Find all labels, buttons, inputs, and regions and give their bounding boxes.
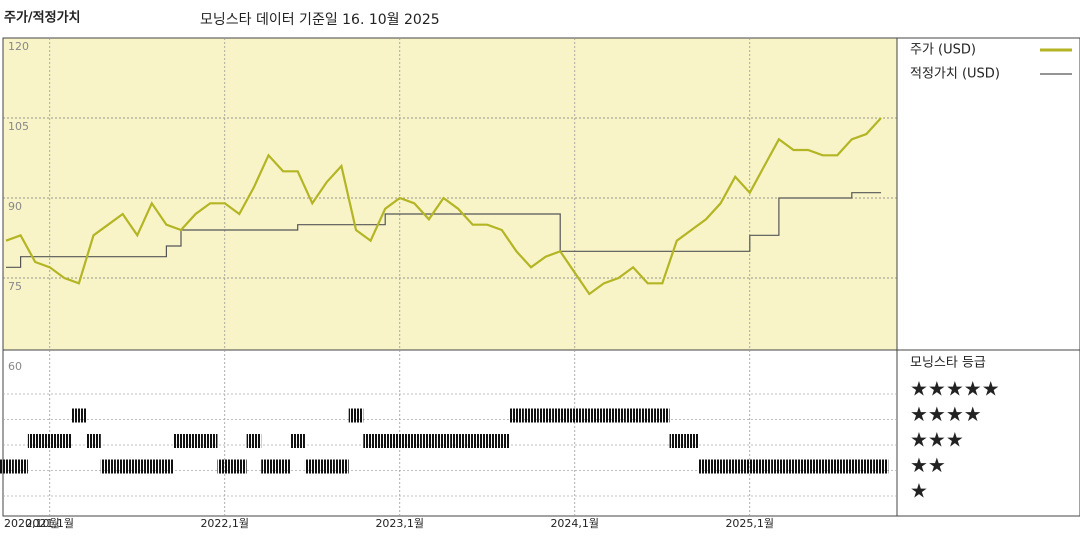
rating-bar xyxy=(363,434,378,448)
rating-bar xyxy=(669,434,685,448)
y-tick-label: 60 xyxy=(8,360,22,373)
rating-bar xyxy=(159,459,174,474)
rating-bar xyxy=(86,434,101,448)
rating-bar xyxy=(100,459,116,474)
rating-bar xyxy=(625,408,641,423)
rating-bar xyxy=(319,459,335,474)
rating-bar xyxy=(859,459,874,474)
rating-bar xyxy=(13,459,28,474)
rating-bar xyxy=(829,459,845,474)
y-tick-label: 105 xyxy=(8,120,29,133)
rating-bar xyxy=(71,408,87,423)
x-tick-label: 2022,1월 xyxy=(200,517,249,530)
rating-bar xyxy=(57,434,72,448)
rating-bar xyxy=(334,459,349,474)
rating-bar xyxy=(0,459,14,474)
x-tick-label: 2023,1월 xyxy=(375,517,424,530)
rating-bar xyxy=(275,459,291,474)
rating-bar xyxy=(27,434,43,448)
rating-bar xyxy=(596,408,612,423)
chart-title: 모닝스타 데이터 기준일 16. 10월 2025 xyxy=(200,12,440,28)
rating-bar xyxy=(407,434,422,448)
plot-bg xyxy=(3,38,897,350)
series-line xyxy=(6,192,881,268)
rating-bar xyxy=(290,434,305,448)
chart-label: 주가/적정가치 xyxy=(4,10,81,26)
rating-bar xyxy=(304,459,320,474)
rating-bar xyxy=(654,408,670,423)
rating-label: ★★★ xyxy=(910,428,964,452)
rating-bar xyxy=(815,459,830,474)
rating-bar xyxy=(552,408,568,423)
rating-bar xyxy=(494,434,510,448)
rating-bar xyxy=(392,434,408,448)
rating-bar xyxy=(800,459,816,474)
rating-bar xyxy=(115,459,130,474)
legend-label: 주가 (USD) xyxy=(910,43,976,58)
rating-bar xyxy=(727,459,743,474)
frame xyxy=(2,37,1080,517)
rating-bar xyxy=(450,434,466,448)
y-tick-label: 75 xyxy=(8,280,22,293)
rating-bar xyxy=(465,434,480,448)
rating-bar xyxy=(713,459,728,474)
rating-bar xyxy=(261,459,276,474)
rating-bar xyxy=(844,459,860,474)
y-tick-label: 90 xyxy=(8,200,22,213)
rating-bar xyxy=(538,408,553,423)
rating-bar xyxy=(873,459,889,474)
rating-bar xyxy=(479,434,495,448)
rating-label: ★★★★★ xyxy=(910,377,1000,401)
rating-bar xyxy=(742,459,758,474)
rating-bar xyxy=(42,434,58,448)
rating-label: ★ xyxy=(910,479,928,503)
rating-bar xyxy=(509,408,524,423)
rating-title: 모닝스타 등급 xyxy=(910,356,986,371)
rating-bar xyxy=(348,408,364,423)
rating-bar xyxy=(246,434,262,448)
rating-bar xyxy=(217,459,233,474)
rating-bar xyxy=(757,459,772,474)
rating-label: ★★ xyxy=(910,453,946,477)
rating-bar xyxy=(144,459,160,474)
rating-bar xyxy=(377,434,393,448)
rating-bar xyxy=(786,459,801,474)
series-line xyxy=(5,117,882,296)
legend-label: 적정가치 (USD) xyxy=(910,67,1000,82)
y-tick-label: 120 xyxy=(8,40,29,53)
rating-bar xyxy=(523,408,539,423)
x-tick-label: 2024,1월 xyxy=(550,517,599,530)
x-tick-label: 2021,1월 xyxy=(25,517,74,530)
rating-bar xyxy=(129,459,145,474)
rating-bar xyxy=(567,408,583,423)
rating-bar xyxy=(421,434,437,448)
rating-bar xyxy=(436,434,451,448)
rating-bar xyxy=(232,459,247,474)
x-tick-label: 2025,1월 xyxy=(725,517,774,530)
rating-bar xyxy=(771,459,787,474)
rating-label: ★★★★ xyxy=(910,402,982,426)
rating-bar xyxy=(611,408,626,423)
rating-bar xyxy=(173,434,189,448)
rating-bar xyxy=(684,434,699,448)
rating-bar xyxy=(698,459,714,474)
x-tick-label: 2020,10월 xyxy=(4,517,60,530)
rating-bar xyxy=(202,434,218,448)
rating-bar xyxy=(582,408,597,423)
rating-bar xyxy=(188,434,203,448)
rating-bar xyxy=(640,408,655,423)
